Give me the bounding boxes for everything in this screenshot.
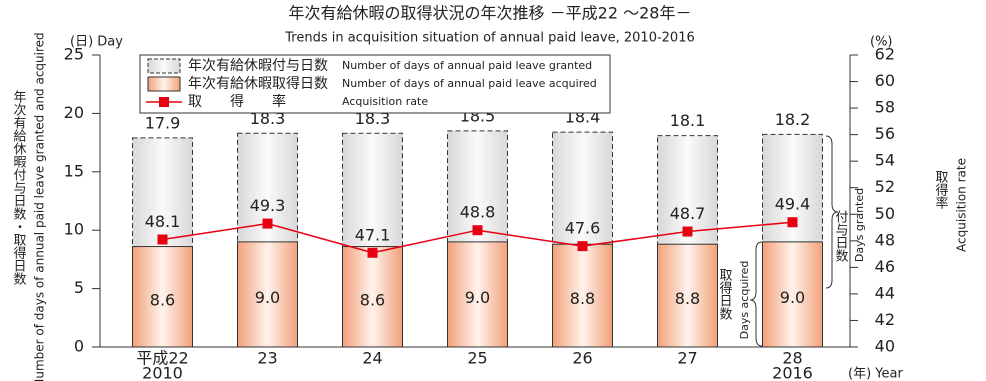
y2-tick-label: 44: [875, 283, 895, 302]
rate-marker: [577, 241, 588, 252]
bar-acquired: [762, 241, 823, 348]
chart-subtitle: Trends in acquisition situation of annua…: [284, 31, 695, 46]
legend-label-en: Number of days of annual paid leave gran…: [342, 59, 592, 72]
y-tick-label: 20: [64, 103, 84, 122]
y2-tick-label: 56: [875, 124, 895, 143]
value-label: 9.0: [255, 288, 280, 307]
x-tick-label: 27: [677, 349, 697, 368]
brace: [749, 241, 763, 347]
rate-marker: [682, 226, 693, 237]
x-tick-label: 24: [362, 349, 382, 368]
value-label: 47.1: [355, 225, 391, 244]
value-label: 18.2: [775, 110, 811, 129]
x-tick-label: 25: [467, 349, 487, 368]
legend-label: 年次有給休暇取得日数: [188, 75, 328, 92]
y-label-jp: 年次有給休暇付与日数・取得日数: [11, 90, 27, 285]
y-unit: (日) Day: [70, 35, 123, 50]
legend-swatch: [147, 76, 181, 92]
value-label: 18.3: [355, 109, 391, 128]
brace: [825, 135, 839, 289]
bar-acquired: [552, 243, 613, 348]
y2-tick-label: 54: [875, 151, 895, 170]
value-label: 8.8: [675, 289, 700, 308]
annotation-en: Days granted: [853, 188, 866, 262]
y-label-en: Number of days of annual paid leave gran…: [33, 32, 47, 381]
x-tick-sublabel: 2010: [142, 364, 183, 381]
bar-acquired: [237, 241, 298, 348]
x-tick-label: 平成22: [136, 349, 188, 368]
bar-acquired: [657, 243, 718, 348]
y2-tick-label: 46: [875, 257, 895, 276]
legend-box: [139, 54, 611, 114]
rate-marker: [787, 217, 798, 228]
rate-marker: [472, 225, 483, 236]
chart-title: 年次有給休暇の取得状況の年次推移 －平成22 ～28年－: [289, 4, 692, 23]
value-label: 9.0: [465, 288, 490, 307]
legend-label: 年次有給休暇付与日数: [188, 58, 328, 74]
x-tick-sublabel: 2016: [772, 364, 813, 381]
x-unit: (年) Year: [848, 367, 903, 381]
rate-marker: [367, 247, 378, 258]
annotation-jp: 取得日数: [717, 268, 733, 320]
y-tick-label: 0: [74, 337, 84, 356]
rate-marker: [262, 218, 273, 229]
bar-acquired: [132, 246, 193, 348]
value-label: 18.3: [250, 109, 286, 128]
value-label: 48.8: [460, 203, 496, 222]
value-label: 49.3: [250, 196, 286, 215]
bar-acquired: [447, 241, 508, 348]
value-label: 48.1: [145, 212, 181, 231]
annotation-jp: 付与日数: [833, 210, 849, 262]
rate-marker: [157, 234, 168, 245]
legend-label: 取 得 率: [188, 93, 286, 110]
value-label: 49.4: [775, 195, 811, 214]
y-tick-label: 10: [64, 220, 84, 239]
y-tick-label: 25: [64, 45, 84, 64]
y2-tick-label: 40: [875, 337, 895, 356]
value-label: 48.7: [670, 204, 706, 223]
value-label: 18.1: [670, 111, 706, 130]
y2-tick-label: 48: [875, 230, 895, 249]
value-label: 8.6: [150, 290, 175, 309]
legend-label-en: Acquisition rate: [342, 95, 428, 108]
legend-label-en: Number of days of annual paid leave acqu…: [342, 77, 597, 90]
y2-tick-label: 50: [875, 204, 895, 223]
annotation-en: Days acquired: [738, 261, 751, 340]
legend-swatch: [147, 58, 181, 74]
y2-tick-label: 62: [875, 45, 895, 64]
value-label: 8.6: [360, 290, 385, 309]
legend-swatch: [159, 97, 169, 107]
y-tick-label: 5: [74, 278, 84, 297]
y2-tick-label: 42: [875, 310, 895, 329]
x-tick-label: 28: [782, 349, 802, 368]
y2-tick-label: 52: [875, 177, 895, 196]
value-label: 17.9: [145, 113, 181, 132]
y2-tick-label: 60: [875, 71, 895, 90]
value-label: 9.0: [780, 288, 805, 307]
y2-tick-label: 58: [875, 98, 895, 117]
value-label: 47.6: [565, 219, 601, 238]
bar-acquired: [342, 246, 403, 348]
y-tick-label: 15: [64, 161, 84, 180]
y2-unit: (%): [870, 35, 893, 50]
y2-label-en: Acquisition rate: [955, 158, 969, 252]
value-label: 8.8: [570, 289, 595, 308]
y2-label-jp: 取得率: [933, 170, 949, 209]
x-tick-label: 26: [572, 349, 592, 368]
x-tick-label: 23: [257, 349, 277, 368]
